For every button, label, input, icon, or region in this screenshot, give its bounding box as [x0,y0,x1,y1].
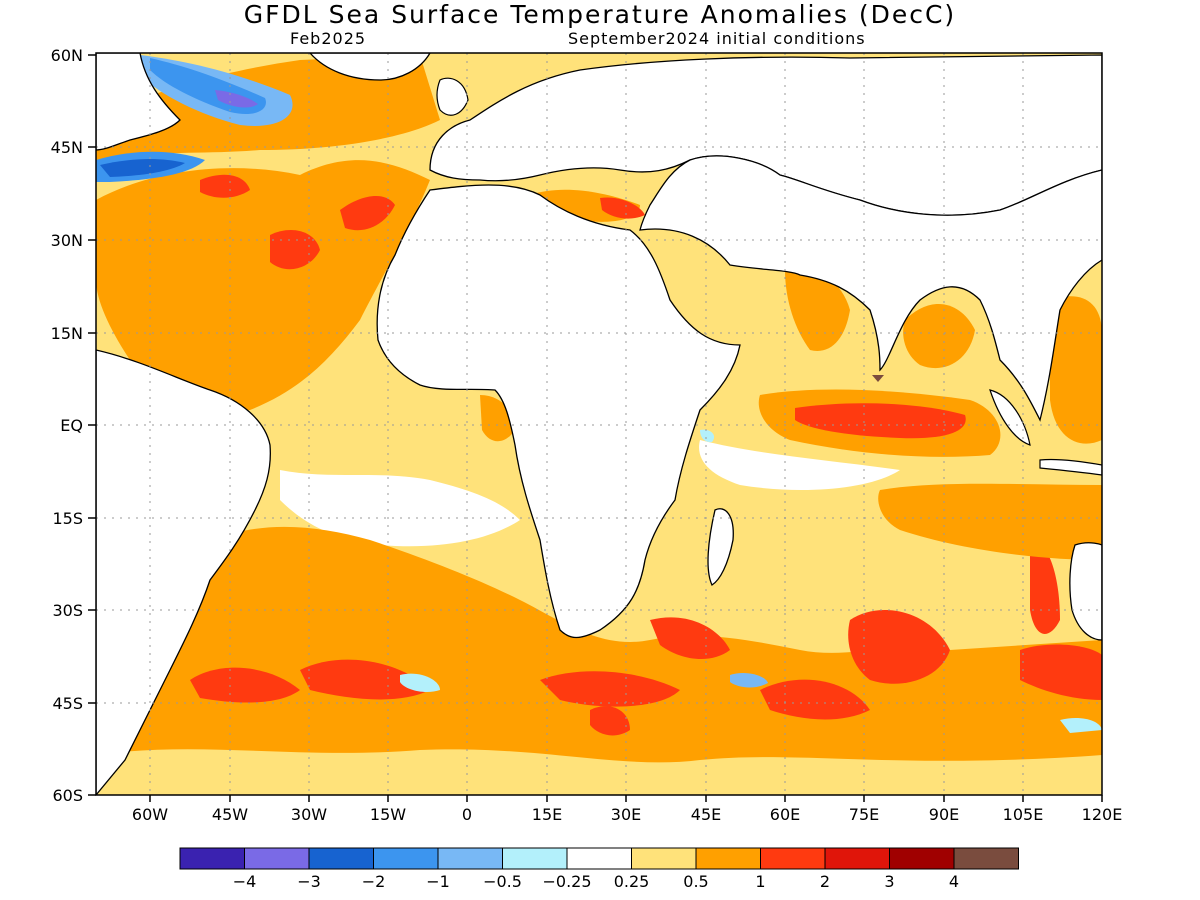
lat-label: 15N [51,324,83,343]
colorbar-swatch [889,847,955,870]
colorbar-label: −4 [233,872,257,891]
southern-ocean-red-band-5 [760,679,870,720]
colorbar-swatch [502,847,568,870]
lat-label: 45N [51,138,83,157]
lon-label: 0 [462,805,472,824]
colorbar-swatch [244,847,310,870]
lon-label: 60W [132,805,168,824]
indian-ocean-red-core [795,403,966,439]
south-atlantic-warm-anomaly [96,526,1102,795]
lat-label: 60N [51,46,83,65]
lat-label: EQ [60,416,83,435]
land [96,53,1102,795]
southern-ocean-red-band-1 [190,667,300,703]
colorbar-swatch [695,847,761,870]
colorbar-label: 3 [884,872,894,891]
madagascar [707,508,734,586]
colorbar-label: −0.5 [483,872,522,891]
north-atlantic-red-patch-3 [200,174,250,198]
north-atlantic-red-patch-2 [340,195,395,231]
lon-label: 60E [770,805,800,824]
southern-ocean-cyan-spot-2 [1060,718,1102,733]
axis-ticks [88,54,1103,802]
colorbar-label: −0.25 [542,872,591,891]
southern-ocean-cyan-spot-1 [400,673,440,693]
colorbar-swatch [566,847,632,870]
colorbar-label: −1 [426,872,450,891]
southern-ocean-red-band-8 [1020,644,1102,700]
south-indian-ocean-orange [878,483,1102,560]
southern-ocean-red-band-4 [650,617,730,660]
east-africa-cyan-spot [700,429,715,443]
north-america-landmass [96,53,181,151]
bay-of-bengal-orange [903,303,975,369]
southern-ocean-red-band-9 [590,706,630,736]
forecast-month: Feb2025 [290,29,367,48]
colorbar-swatch [631,847,697,870]
lon-label: 15W [370,805,406,824]
lon-label: 105E [1003,805,1044,824]
africa-landmass [376,184,741,639]
lat-label: 30N [51,231,83,250]
colorbar-label: 0.5 [683,872,708,891]
lon-label: 90E [929,805,959,824]
lon-label: 30E [611,805,641,824]
colorbar-swatch [953,847,1019,870]
southern-ocean-red-band-7 [1030,540,1060,634]
map-title: GFDL Sea Surface Temperature Anomalies (… [243,0,957,29]
longitude-labels: 60W 45W 30W 15W 0 15E 30E 45E 60E 75E 90… [132,805,1122,824]
tropical-atlantic-neutral [280,470,520,547]
indian-ocean-neutral [699,440,900,490]
colorbar-swatch [760,847,826,870]
southern-ocean-blue-spot [730,672,768,688]
colorbar-swatch [437,847,503,870]
sri-lanka [872,375,884,382]
colorbar-swatch [308,847,374,870]
lon-label: 75E [849,805,879,824]
colorbar-swatch [373,847,439,870]
mediterranean-red [600,197,645,219]
colorbar-label: 2 [820,872,830,891]
initial-conditions: September2024 initial conditions [568,29,866,48]
lat-label: 45S [52,694,83,713]
british-isles [436,77,469,116]
colorbar-label: 4 [949,872,959,891]
lon-label: 120E [1082,805,1123,824]
latitude-labels: 60N 45N 30N 15N EQ 15S 30S 45S 60S [51,46,83,805]
asia-landmass [639,155,1102,422]
colorbar-label: −3 [297,872,321,891]
lat-label: 30S [52,601,83,620]
map-frame [95,52,1103,796]
newfoundland-deep-blue [100,159,185,177]
lon-label: 30W [291,805,327,824]
indonesia-islands [989,389,1102,476]
southern-ocean-red-band-3 [540,671,680,707]
australia-landmass [1069,542,1102,641]
colorbar-label: 1 [755,872,765,891]
colorbar-label: 0.25 [614,872,650,891]
arabian-sea-orange [785,268,850,351]
southern-ocean-red-band-2 [300,659,430,700]
greenland-iceland [309,53,431,81]
southern-ocean-red-band-6 [848,610,950,684]
colorbar-swatch [824,847,890,870]
lat-label: 15S [52,509,83,528]
north-atlantic-red-patch-1 [270,230,320,270]
colorbar-swatch [179,847,245,870]
lon-label: 15E [532,805,562,824]
colorbar: −4 −3 −2 −1 −0.5 −0.25 0.25 0.5 1 2 3 4 [179,847,1019,891]
colorbar-label: −2 [362,872,386,891]
southern-ocean-pale-belt [96,749,1102,795]
south-america-landmass [96,349,271,795]
lat-label: 60S [52,786,83,805]
lon-label: 45W [212,805,248,824]
labrador-purple-core [215,90,258,108]
lon-label: 45E [691,805,721,824]
